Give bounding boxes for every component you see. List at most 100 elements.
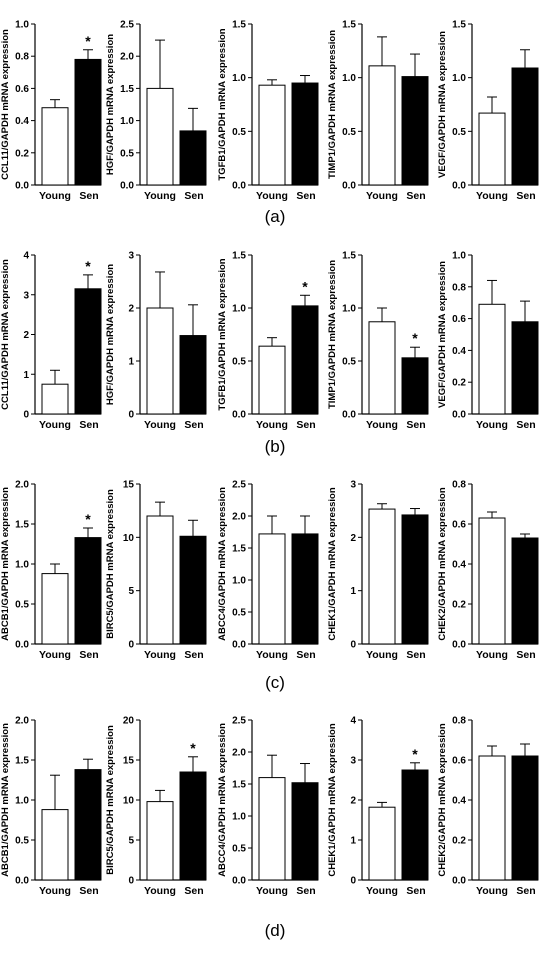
- y-tick-label: 0.8: [452, 282, 466, 293]
- y-tick-label: 5: [128, 586, 134, 597]
- y-tick-label: 0.4: [452, 796, 466, 807]
- y-tick-label: 0.2: [452, 836, 466, 847]
- y-tick-label: 0.6: [15, 84, 29, 95]
- x-tick-label: Young: [39, 885, 71, 897]
- panel-label: (b): [265, 437, 286, 456]
- significance-asterisk: *: [412, 746, 418, 762]
- significance-asterisk: *: [302, 278, 308, 294]
- y-tick-label: 10: [123, 533, 135, 544]
- y-tick-label: 2.0: [232, 512, 246, 523]
- y-tick-label: 1.5: [232, 544, 246, 555]
- x-tick-label: Sen: [406, 419, 425, 431]
- bar-sen: [401, 76, 429, 186]
- y-axis-label: CHEK1/GAPDH mRNA expression: [327, 487, 338, 640]
- y-tick-label: 0.0: [452, 181, 466, 192]
- y-axis-label: VEGF/GAPDH mRNA expression: [437, 31, 448, 178]
- y-tick-label: 0.4: [452, 560, 466, 571]
- bar-young: [146, 307, 174, 415]
- x-tick-label: Sen: [516, 885, 535, 897]
- y-tick-label: 0.5: [232, 127, 246, 138]
- y-tick-label: 1.5: [232, 251, 246, 262]
- y-tick-label: 2.0: [15, 716, 29, 727]
- x-tick-label: Sen: [516, 419, 535, 431]
- y-tick-label: 2: [350, 533, 356, 544]
- bar-young: [368, 321, 396, 415]
- x-tick-label: Young: [366, 419, 398, 431]
- y-tick-label: 1.0: [232, 73, 246, 84]
- y-tick-label: 1.5: [120, 84, 134, 95]
- bar-sen: [511, 755, 539, 881]
- x-tick-label: Young: [256, 419, 288, 431]
- y-tick-label: 1.5: [452, 20, 466, 31]
- y-tick-label: 2.0: [232, 748, 246, 759]
- y-tick-label: 0.0: [342, 410, 356, 421]
- y-tick-label: 0.0: [15, 640, 29, 651]
- y-tick-label: 0: [23, 410, 29, 421]
- y-tick-label: 2: [128, 304, 134, 315]
- bar-sen: [511, 321, 539, 415]
- x-tick-label: Sen: [296, 419, 315, 431]
- y-tick-label: 0.5: [15, 600, 29, 611]
- significance-asterisk: *: [85, 33, 91, 49]
- y-tick-label: 1.0: [342, 304, 356, 315]
- x-tick-label: Sen: [79, 649, 98, 661]
- y-tick-label: 0.0: [452, 640, 466, 651]
- y-tick-label: 1.0: [15, 560, 29, 571]
- x-tick-label: Young: [366, 649, 398, 661]
- y-tick-label: 0.2: [452, 378, 466, 389]
- y-tick-label: 1.5: [232, 20, 246, 31]
- y-tick-label: 2: [23, 330, 29, 341]
- x-tick-label: Sen: [184, 190, 203, 202]
- bar-sen: [401, 514, 429, 645]
- significance-asterisk: *: [412, 330, 418, 346]
- y-tick-label: 5: [128, 836, 134, 847]
- bar-sen: [179, 335, 207, 415]
- y-axis-label: CCL11/GAPDH mRNA expression: [0, 259, 11, 410]
- bar-young: [258, 533, 286, 645]
- bar-young: [258, 84, 286, 186]
- y-axis-label: BIRC5/GAPDH mRNA expression: [105, 489, 116, 639]
- y-tick-label: 0: [350, 640, 356, 651]
- y-tick-label: 3: [350, 480, 356, 491]
- bar-sen: [291, 82, 319, 186]
- panel-label: (a): [265, 207, 286, 226]
- y-tick-label: 0.6: [452, 756, 466, 767]
- y-tick-label: 3: [350, 756, 356, 767]
- y-tick-label: 0.4: [452, 346, 466, 357]
- y-tick-label: 20: [123, 716, 135, 727]
- y-tick-label: 1.0: [342, 73, 356, 84]
- y-tick-label: 1.5: [342, 20, 356, 31]
- y-tick-label: 1.0: [15, 796, 29, 807]
- y-tick-label: 0: [128, 640, 134, 651]
- y-tick-label: 10: [123, 796, 135, 807]
- bar-sen: [401, 769, 429, 881]
- bar-young: [41, 809, 69, 881]
- y-tick-label: 0.6: [452, 314, 466, 325]
- bar-sen: [511, 537, 539, 645]
- y-tick-label: 0.0: [15, 876, 29, 887]
- bar-young: [41, 107, 69, 186]
- x-tick-label: Young: [366, 190, 398, 202]
- y-tick-label: 0.0: [232, 410, 246, 421]
- y-tick-label: 0.8: [15, 52, 29, 63]
- y-tick-label: 2.5: [232, 480, 246, 491]
- bar-sen: [511, 67, 539, 186]
- y-axis-label: ABCB1/GAPDH mRNA expression: [0, 487, 11, 641]
- y-tick-label: 0.2: [15, 148, 29, 159]
- bar-young: [146, 515, 174, 645]
- bar-sen: [291, 533, 319, 645]
- y-tick-label: 1: [23, 370, 29, 381]
- bar-young: [368, 508, 396, 645]
- y-axis-label: TIMP1/GAPDH mRNA expression: [327, 260, 338, 409]
- x-tick-label: Young: [476, 885, 508, 897]
- x-tick-label: Young: [144, 649, 176, 661]
- y-tick-label: 3: [23, 290, 29, 301]
- y-tick-label: 2.0: [120, 52, 134, 63]
- bar-sen: [74, 288, 102, 415]
- significance-asterisk: *: [190, 740, 196, 756]
- y-tick-label: 0.0: [232, 640, 246, 651]
- y-tick-label: 0.0: [452, 876, 466, 887]
- y-axis-label: BIRC5/GAPDH mRNA expression: [105, 725, 116, 875]
- y-tick-label: 4: [23, 251, 29, 262]
- x-tick-label: Sen: [406, 190, 425, 202]
